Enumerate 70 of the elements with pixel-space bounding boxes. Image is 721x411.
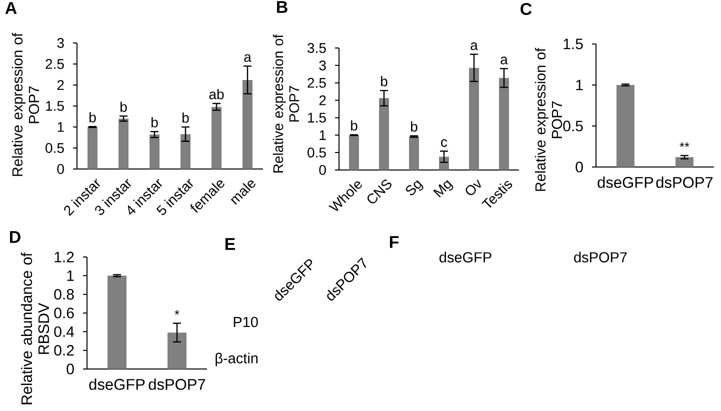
chart-title: C bbox=[520, 2, 532, 16]
y-tick-label: 0.5 bbox=[46, 143, 64, 153]
chart-title: A bbox=[5, 2, 17, 14]
y-tick-label: 1 bbox=[58, 122, 64, 132]
y-tick-label: 0.6 bbox=[54, 308, 74, 318]
annotation: b bbox=[90, 112, 96, 122]
y-tick-label: 0.8 bbox=[54, 289, 74, 300]
category-label: dseGFP bbox=[440, 252, 492, 262]
bar bbox=[118, 118, 129, 169]
chart-title: D bbox=[10, 231, 20, 243]
x-tick-label: Mg bbox=[433, 180, 454, 198]
annotation: ** bbox=[680, 142, 690, 147]
x-tick-label: dsPOP7 bbox=[656, 176, 713, 188]
y-tick-label: 0.2 bbox=[54, 345, 74, 356]
y-tick-label: 0 bbox=[319, 165, 326, 175]
y-tick-label: 1.2 bbox=[54, 252, 74, 262]
bar bbox=[180, 134, 191, 169]
category-label: β-actin bbox=[216, 352, 258, 366]
annotation: a bbox=[470, 42, 478, 50]
bar bbox=[88, 126, 98, 169]
y-tick-label: 2.5 bbox=[308, 78, 326, 88]
y-tick-label: 1.5 bbox=[308, 112, 326, 123]
y-tick-label: 3.5 bbox=[308, 43, 326, 53]
annotation: a bbox=[500, 56, 508, 64]
y-tick-label: 2.5 bbox=[46, 59, 64, 69]
y-tick-label: 0.5 bbox=[563, 120, 583, 132]
x-tick-label: Ov bbox=[466, 180, 482, 196]
y-tick-label: 2 bbox=[57, 80, 64, 90]
annotation: * bbox=[174, 310, 180, 315]
y-tick-label: 1.5 bbox=[564, 38, 583, 50]
annotation: a bbox=[244, 54, 252, 62]
annotation: c bbox=[441, 139, 448, 147]
y-axis-title: Relative expression of POP7 bbox=[534, 48, 562, 191]
annotation: b bbox=[381, 76, 388, 86]
y-tick-label: 0 bbox=[66, 364, 74, 374]
y-tick-label: 3 bbox=[57, 38, 64, 48]
bar bbox=[379, 98, 389, 170]
y-tick-label: 1.5 bbox=[46, 101, 64, 111]
y-axis-title: Relative expression of POP7 bbox=[12, 32, 40, 176]
chart-title: B bbox=[277, 1, 288, 13]
category-label: P10 bbox=[234, 316, 258, 328]
annotation: ab bbox=[209, 88, 224, 100]
y-tick-label: 2 bbox=[319, 95, 326, 106]
annotation: b bbox=[152, 117, 158, 128]
text: E bbox=[225, 238, 236, 250]
y-tick-label: 3 bbox=[319, 60, 326, 70]
x-tick-label: dseGFP bbox=[598, 176, 654, 188]
y-tick-label: 0 bbox=[576, 162, 583, 172]
text: F bbox=[390, 236, 399, 248]
bar bbox=[409, 136, 419, 170]
category-label: dsPOP7 bbox=[574, 252, 627, 262]
y-axis-title: Relative expression of POP7 bbox=[272, 34, 300, 172]
annotation: b bbox=[120, 102, 127, 112]
bar bbox=[498, 78, 509, 170]
bar bbox=[349, 135, 359, 170]
y-tick-label: 0 bbox=[57, 164, 64, 174]
y-axis-title: Relative abundance of RBSDV bbox=[20, 252, 50, 404]
annotation: b bbox=[182, 112, 189, 123]
bar bbox=[150, 134, 160, 169]
bar bbox=[242, 80, 253, 169]
x-tick-label: Sg bbox=[406, 180, 424, 196]
y-tick-label: 1 bbox=[67, 270, 74, 281]
bar bbox=[212, 106, 222, 169]
bar bbox=[468, 68, 479, 170]
y-tick-label: 0.4 bbox=[54, 326, 74, 337]
y-tick-label: 1 bbox=[576, 80, 583, 90]
y-tick-label: 1 bbox=[320, 130, 326, 140]
annotation: b bbox=[351, 120, 358, 131]
annotation: b bbox=[411, 121, 418, 132]
y-tick-label: 0.5 bbox=[308, 148, 326, 158]
